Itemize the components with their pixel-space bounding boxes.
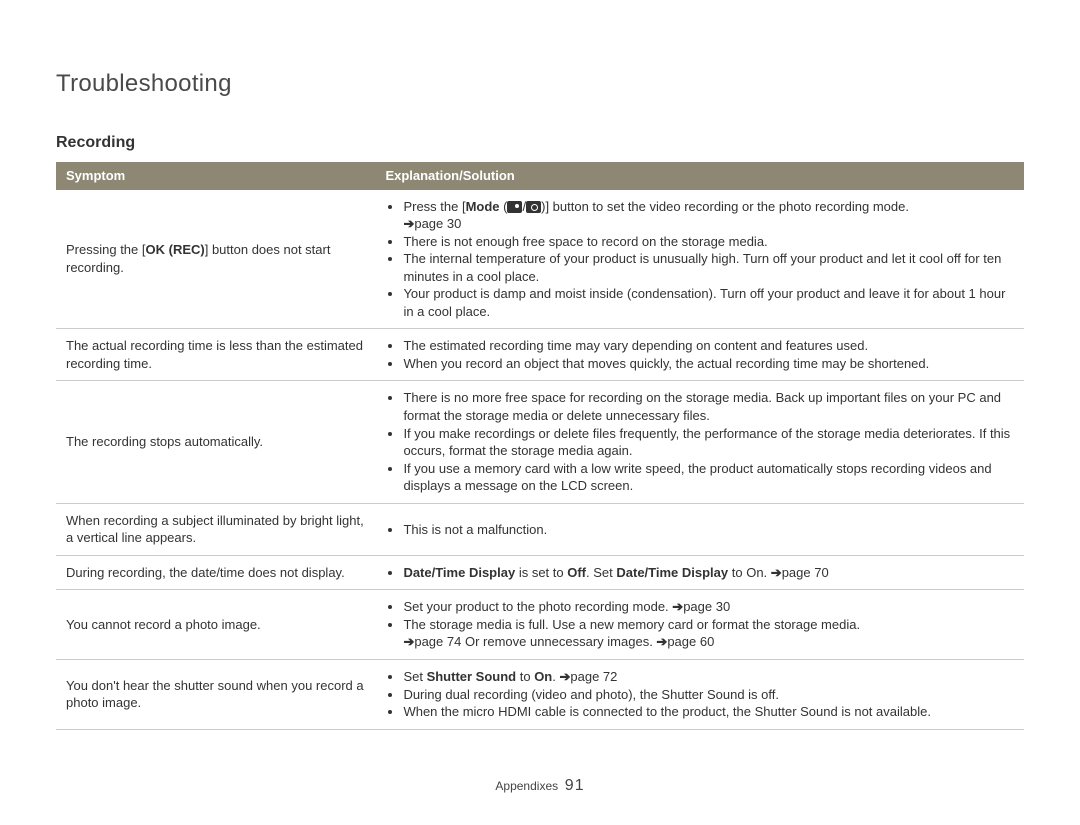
text: is set to	[515, 565, 567, 580]
footer-section: Appendixes	[495, 779, 558, 793]
text: .	[552, 669, 559, 684]
explanation-cell: There is no more free space for recordin…	[375, 381, 1024, 503]
list-item: Set your product to the photo recording …	[403, 598, 1014, 616]
table-header-row: Symptom Explanation/Solution	[56, 162, 1024, 190]
list-item: There is not enough free space to record…	[403, 233, 1014, 251]
bold-text: Date/Time Display	[403, 565, 515, 580]
explanation-cell: Press the [Mode (/)] button to set the v…	[375, 190, 1024, 329]
page-ref: page 74	[414, 634, 465, 649]
page-ref: page 30	[414, 216, 461, 231]
table-row: Pressing the [OK (REC)] button does not …	[56, 190, 1024, 329]
text: . Set	[586, 565, 616, 580]
list-item: When you record an object that moves qui…	[403, 355, 1014, 373]
text: Press the [	[403, 199, 465, 214]
photo-mode-icon	[526, 201, 541, 213]
text: (	[500, 199, 508, 214]
text: to	[516, 669, 534, 684]
text: Pressing the [	[66, 242, 146, 257]
bold-text: Shutter Sound	[427, 669, 517, 684]
list-item: There is no more free space for recordin…	[403, 389, 1014, 424]
bullet-list: The estimated recording time may vary de…	[385, 337, 1014, 372]
arrow-icon: ➔	[771, 564, 782, 582]
troubleshooting-table: Symptom Explanation/Solution Pressing th…	[56, 162, 1024, 730]
symptom-cell: When recording a subject illuminated by …	[56, 503, 375, 555]
text: to On.	[728, 565, 771, 580]
bold-text: OK (REC)	[146, 242, 205, 257]
bullet-list: Date/Time Display is set to Off. Set Dat…	[385, 564, 1014, 582]
explanation-cell: Date/Time Display is set to Off. Set Dat…	[375, 555, 1024, 590]
bullet-list: This is not a malfunction.	[385, 521, 1014, 539]
page-ref: page 30	[683, 599, 730, 614]
page-ref: page 70	[782, 565, 829, 580]
table-row: The actual recording time is less than t…	[56, 329, 1024, 381]
symptom-cell: You cannot record a photo image.	[56, 590, 375, 660]
list-item: When the micro HDMI cable is connected t…	[403, 703, 1014, 721]
list-item: Press the [Mode (/)] button to set the v…	[403, 198, 1014, 233]
header-explanation: Explanation/Solution	[375, 162, 1024, 190]
section-title: Recording	[56, 134, 1024, 152]
list-item: Set Shutter Sound to On. ➔page 72	[403, 668, 1014, 686]
arrow-icon: ➔	[559, 668, 570, 686]
table-row: You cannot record a photo image. Set you…	[56, 590, 1024, 660]
list-item: The storage media is full. Use a new mem…	[403, 616, 1014, 651]
list-item: During dual recording (video and photo),…	[403, 686, 1014, 704]
table-row: You don't hear the shutter sound when yo…	[56, 660, 1024, 730]
page-footer: Appendixes 91	[56, 777, 1024, 795]
list-item: The estimated recording time may vary de…	[403, 337, 1014, 355]
list-item: If you make recordings or delete files f…	[403, 425, 1014, 460]
arrow-icon: ➔	[672, 598, 683, 616]
arrow-icon: ➔	[403, 633, 414, 651]
arrow-icon: ➔	[656, 633, 667, 651]
bullet-list: Set Shutter Sound to On. ➔page 72 During…	[385, 668, 1014, 721]
text: Or remove unnecessary images.	[465, 634, 656, 649]
explanation-cell: This is not a malfunction.	[375, 503, 1024, 555]
list-item: This is not a malfunction.	[403, 521, 1014, 539]
text: Set your product to the photo recording …	[403, 599, 672, 614]
document-page: Troubleshooting Recording Symptom Explan…	[0, 0, 1080, 825]
list-item: The internal temperature of your product…	[403, 250, 1014, 285]
list-item: If you use a memory card with a low writ…	[403, 460, 1014, 495]
bullet-list: There is no more free space for recordin…	[385, 389, 1014, 494]
header-symptom: Symptom	[56, 162, 375, 190]
symptom-cell: During recording, the date/time does not…	[56, 555, 375, 590]
list-item: Your product is damp and moist inside (c…	[403, 285, 1014, 320]
text: The storage media is full. Use a new mem…	[403, 617, 860, 632]
text: )] button to set the video recording or …	[541, 199, 909, 214]
bold-text: Mode	[466, 199, 500, 214]
bold-text: On	[534, 669, 552, 684]
page-ref: page 72	[570, 669, 617, 684]
page-number: 91	[565, 777, 585, 794]
video-mode-icon	[507, 201, 522, 213]
explanation-cell: Set Shutter Sound to On. ➔page 72 During…	[375, 660, 1024, 730]
page-ref: page 60	[667, 634, 714, 649]
table-row: The recording stops automatically. There…	[56, 381, 1024, 503]
page-title: Troubleshooting	[56, 70, 1024, 98]
bold-text: Off	[567, 565, 586, 580]
symptom-cell: You don't hear the shutter sound when yo…	[56, 660, 375, 730]
bold-text: Date/Time Display	[616, 565, 728, 580]
bullet-list: Set your product to the photo recording …	[385, 598, 1014, 651]
list-item: Date/Time Display is set to Off. Set Dat…	[403, 564, 1014, 582]
symptom-cell: Pressing the [OK (REC)] button does not …	[56, 190, 375, 329]
bullet-list: Press the [Mode (/)] button to set the v…	[385, 198, 1014, 321]
arrow-icon: ➔	[403, 215, 414, 233]
table-row: When recording a subject illuminated by …	[56, 503, 1024, 555]
explanation-cell: The estimated recording time may vary de…	[375, 329, 1024, 381]
explanation-cell: Set your product to the photo recording …	[375, 590, 1024, 660]
table-row: During recording, the date/time does not…	[56, 555, 1024, 590]
symptom-cell: The recording stops automatically.	[56, 381, 375, 503]
text: Set	[403, 669, 426, 684]
symptom-cell: The actual recording time is less than t…	[56, 329, 375, 381]
